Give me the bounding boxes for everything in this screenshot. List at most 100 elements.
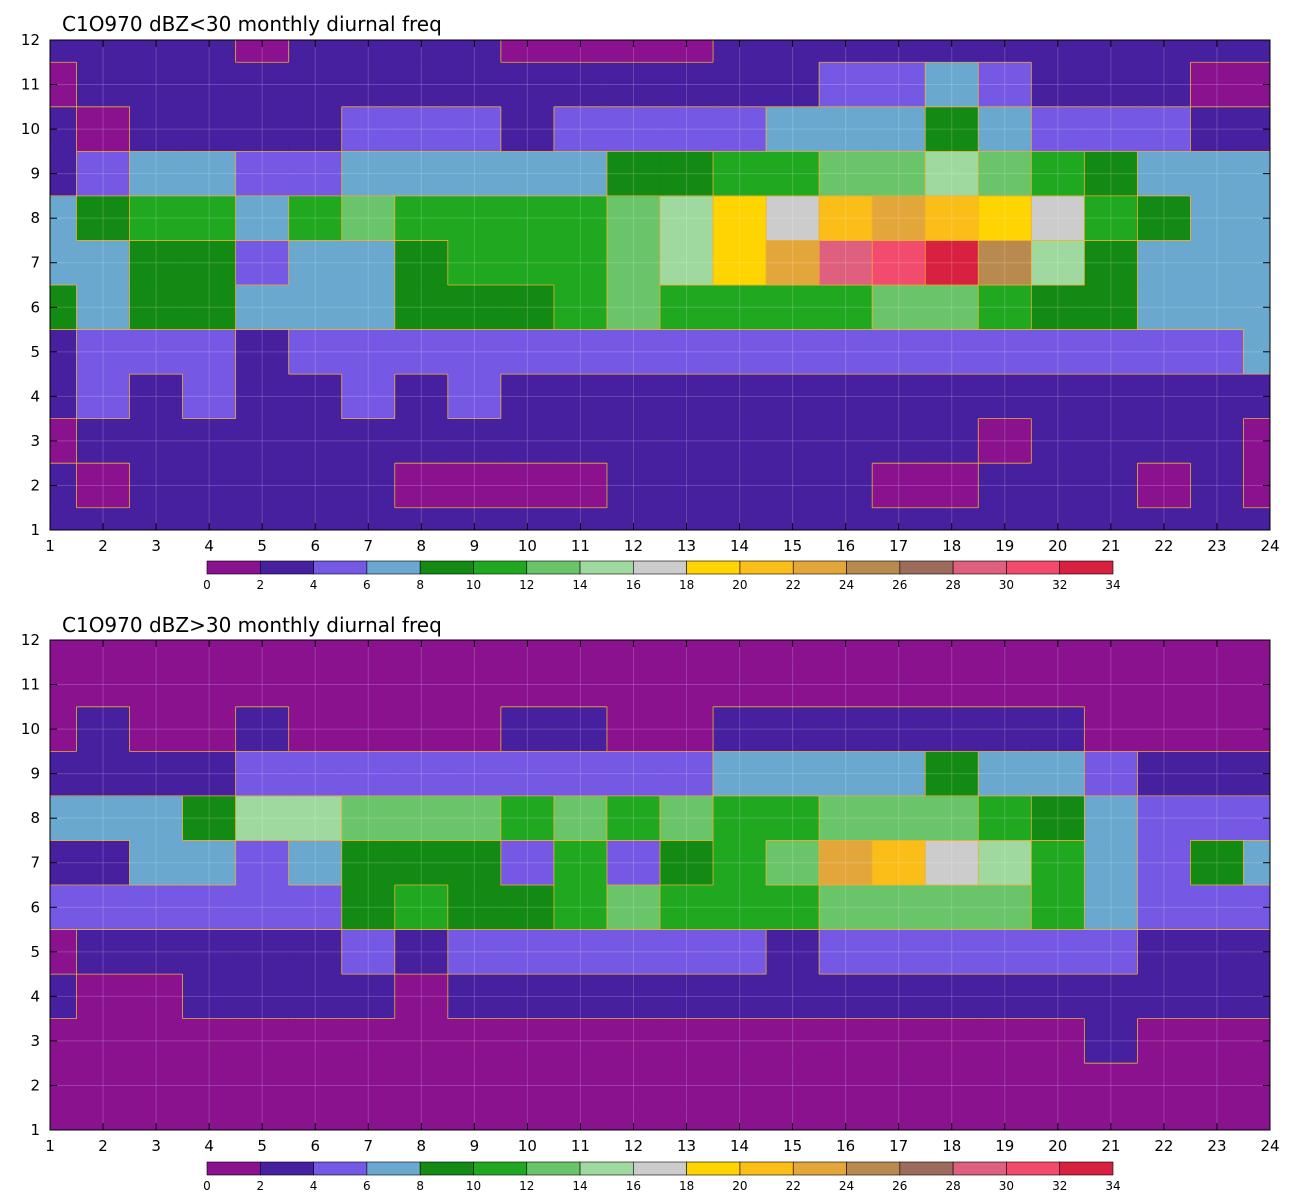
heatmap-cell [235, 795, 289, 841]
heatmap-cell [1084, 661, 1138, 708]
heatmap-cell [129, 61, 183, 108]
panel-top: C1O970 dBZ<30 monthly diurnal freq 12345… [21, 12, 1280, 592]
heatmap-cell [500, 373, 555, 419]
colorbar-label: 0 [203, 578, 211, 592]
heatmap-cell [818, 1062, 873, 1109]
heatmap-cell [447, 884, 502, 930]
heatmap-cell [235, 373, 289, 419]
colorbar-label: 10 [466, 578, 481, 592]
x-tick-label: 8 [417, 1137, 427, 1155]
heatmap-cell [129, 751, 183, 797]
heatmap-cell [182, 751, 236, 797]
heatmap-cell [49, 507, 77, 531]
y-tick-label: 11 [21, 76, 40, 94]
heatmap-cell [129, 462, 183, 509]
heatmap-cell [1031, 751, 1085, 797]
heatmap-cell [49, 1107, 77, 1131]
heatmap-cell [500, 1062, 555, 1109]
colorbar-label: 28 [945, 1179, 960, 1193]
heatmap-cell [712, 373, 767, 419]
heatmap-cell [341, 973, 396, 1019]
heatmap-cell [394, 462, 449, 509]
colorbar-label: 26 [892, 1179, 907, 1193]
heatmap-cell [129, 195, 183, 241]
heatmap-cell [182, 151, 236, 197]
heatmap-cell [553, 284, 608, 330]
heatmap-cell [553, 795, 608, 841]
colorbar-label: 20 [732, 1179, 747, 1193]
heatmap-cell [500, 884, 555, 930]
heatmap-cell [977, 884, 1032, 930]
heatmap-cell [553, 462, 608, 509]
heatmap-cell [500, 195, 555, 241]
heatmap-cell [447, 840, 502, 886]
heatmap-cell [818, 462, 873, 509]
heatmap-cell [553, 1018, 608, 1064]
heatmap-cell [1084, 240, 1138, 286]
heatmap-cell [871, 884, 926, 930]
heatmap-cell [76, 284, 130, 330]
heatmap-cell [341, 929, 396, 975]
heatmap-cell [606, 462, 661, 509]
y-tick-label: 8 [30, 809, 40, 827]
heatmap-cell [1190, 840, 1244, 886]
heatmap-cell [606, 418, 661, 464]
x-tick-label: 20 [1048, 1137, 1067, 1155]
heatmap-cell [288, 284, 343, 330]
heatmap-cell [500, 240, 555, 286]
heatmap-cell [606, 1062, 661, 1109]
colorbar-swatch [366, 1161, 421, 1176]
heatmap-cell [235, 61, 289, 108]
heatmap-cell [818, 240, 873, 286]
heatmap-cell [818, 884, 873, 930]
heatmap-cell [288, 462, 343, 509]
heatmap-cell [765, 195, 820, 241]
colorbar-swatch [579, 560, 634, 575]
x-tick-label: 18 [942, 1137, 961, 1155]
y-tick-label: 1 [30, 1121, 40, 1139]
heatmap-cell [288, 61, 343, 108]
heatmap-cell [818, 418, 873, 464]
heatmap-cell [447, 61, 502, 108]
y-tick-label: 7 [30, 854, 40, 872]
x-tick-label: 23 [1207, 537, 1226, 555]
heatmap-cell [871, 240, 926, 286]
colorbar-label: 26 [892, 578, 907, 592]
heatmap-cell [765, 462, 820, 509]
heatmap-cell [394, 751, 449, 797]
heatmap-cell [341, 795, 396, 841]
heatmap-cell [49, 39, 77, 63]
heatmap-cell [500, 973, 555, 1019]
x-tick-label: 6 [310, 1137, 320, 1155]
heatmap-cell [447, 329, 502, 375]
heatmap-cell [765, 751, 820, 797]
heatmap-cell [500, 106, 555, 152]
heatmap-cell [1031, 929, 1085, 975]
heatmap-cell [553, 706, 608, 752]
colorbar-label: 12 [519, 1179, 534, 1193]
heatmap-cell [288, 840, 343, 886]
heatmap-cell [182, 373, 236, 419]
heatmap-cell [341, 1018, 396, 1064]
heatmap-cell [924, 1018, 979, 1064]
colorbar-swatch [686, 560, 741, 575]
y-tick-label: 4 [30, 387, 40, 405]
heatmap-cell [1031, 329, 1085, 375]
x-tick-label: 21 [1101, 1137, 1120, 1155]
heatmap-cell [288, 929, 343, 975]
heatmap-cell [288, 1018, 343, 1064]
heatmap-cell [1243, 39, 1271, 63]
heatmap-cell [606, 329, 661, 375]
heatmap-cell [659, 1062, 714, 1109]
heatmap-cell [447, 195, 502, 241]
heatmap-cell [1031, 106, 1085, 152]
heatmap-cell [447, 973, 502, 1019]
x-tick-label: 22 [1154, 1137, 1173, 1155]
heatmap-cell [924, 61, 979, 108]
heatmap-cell [1190, 195, 1244, 241]
colorbar-label: 12 [519, 578, 534, 592]
x-tick-label: 9 [470, 537, 480, 555]
heatmap-cell [1084, 61, 1138, 108]
panel-bottom: C1O970 dBZ>30 monthly diurnal freq 12345… [21, 613, 1280, 1193]
heatmap-cell [818, 106, 873, 152]
